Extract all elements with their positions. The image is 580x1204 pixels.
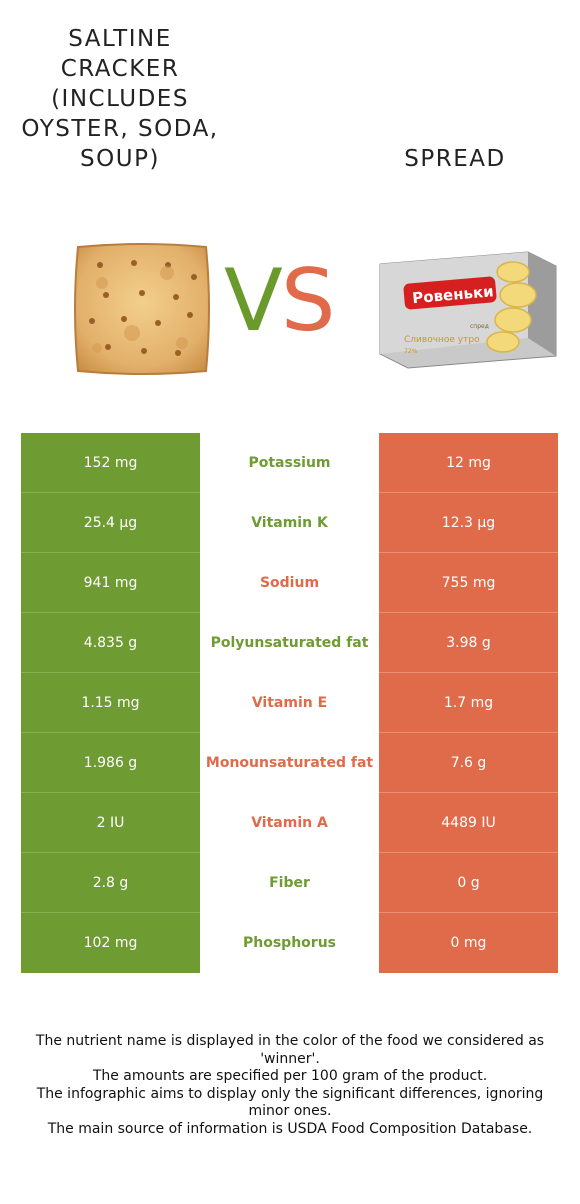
left-value: 941 mg [21,553,200,613]
cracker-hole [131,260,137,266]
table-row: 941 mg Sodium 755 mg [21,553,558,613]
left-value: 4.835 g [21,613,200,673]
left-value: 2.8 g [21,853,200,913]
table-row: 152 mg Potassium 12 mg [21,433,558,493]
cracker-hole [187,312,193,318]
nutrient-name: Sodium [200,553,379,613]
footnote-line: The infographic aims to display only the… [36,1085,544,1120]
cracker-hole [139,290,145,296]
left-value: 152 mg [21,433,200,493]
right-value: 1.7 mg [379,673,558,733]
right-value: 12 mg [379,433,558,493]
right-food-title: Spread [404,146,506,172]
spread-small-text: спред [470,323,489,330]
left-value: 1.15 mg [21,673,200,733]
right-value: 755 mg [379,553,558,613]
nutrient-name: Fiber [200,853,379,913]
cracker-hole [89,318,95,324]
saltine-cracker-image [74,243,210,375]
right-value: 0 mg [379,913,558,973]
table-row: 1.15 mg Vitamin E 1.7 mg [21,673,558,733]
right-value: 7.6 g [379,733,558,793]
table-row: 25.4 µg Vitamin K 12.3 µg [21,493,558,553]
table-row: 4.835 g Polyunsaturated fat 3.98 g [21,613,558,673]
nutrient-comparison-table: 152 mg Potassium 12 mg 25.4 µg Vitamin K 12.3… [21,433,558,973]
vs-label: VS [224,251,335,351]
nutrient-name: Vitamin E [200,673,379,733]
cracker-hole [155,320,161,326]
cracker-hole [105,344,111,350]
footnote-line: The nutrient name is displayed in the co… [35,1033,545,1067]
cracker-hole [97,262,103,268]
cracker-hole [191,274,197,280]
table-row: 2 IU Vitamin A 4489 IU [21,793,558,853]
spread-fat-text: 72% [404,348,418,355]
nutrient-name: Polyunsaturated fat [200,613,379,673]
table-row: 1.986 g Monounsaturated fat 7.6 g [21,733,558,793]
footnote-line: The main source of information is USDA F… [47,1120,533,1137]
right-value: 4489 IU [379,793,558,853]
right-value: 12.3 µg [379,493,558,553]
right-value: 0 g [379,853,558,913]
spread-subtitle-text: Сливочное утро [404,335,480,345]
footnote-line: The amounts are specified per 100 gram o… [92,1068,488,1084]
right-value: 3.98 g [379,613,558,673]
cracker-hole [121,316,127,322]
left-value: 1.986 g [21,733,200,793]
table-row: 2.8 g Fiber 0 g [21,853,558,913]
cracker-hole [173,294,179,300]
nutrient-name: Vitamin K [200,493,379,553]
table-row: 102 mg Phosphorus 0 mg [21,913,558,973]
cracker-hole [175,350,181,356]
nutrient-name: Potassium [200,433,379,493]
left-value: 2 IU [21,793,200,853]
nutrient-name: Monounsaturated fat [200,733,379,793]
nutrient-name: Phosphorus [200,913,379,973]
left-value: 25.4 µg [21,493,200,553]
left-food-title: Saltine cracker (includes oyster, soda, … [21,26,219,172]
footnote: The nutrient name is displayed in the co… [15,1033,565,1138]
cracker-hole [141,348,147,354]
nutrient-name: Vitamin A [200,793,379,853]
spread-package-image: Ровеньки спред Сливочное утро 72% [379,251,557,369]
cracker-hole [103,292,109,298]
left-value: 102 mg [21,913,200,973]
